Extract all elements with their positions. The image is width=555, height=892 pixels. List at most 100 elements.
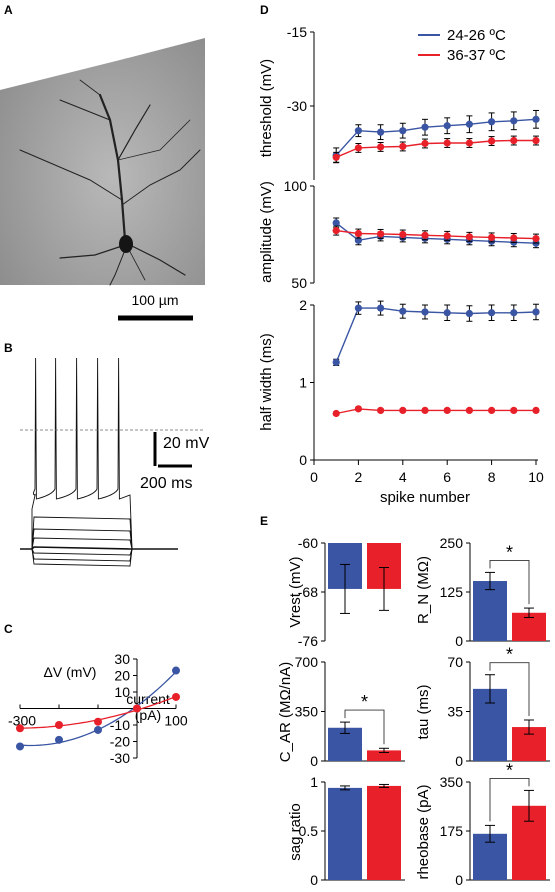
legend-label: 36-37 ºC	[447, 47, 506, 64]
data-point	[443, 406, 451, 414]
x-axis-label: spike number	[380, 489, 470, 506]
data-point	[510, 117, 518, 125]
y-tick-label: -60	[298, 535, 318, 551]
data-point	[510, 406, 518, 414]
legend-label: 24-26 ºC	[447, 27, 506, 44]
neuron-dendrites	[19, 79, 201, 286]
voltage-trace	[20, 548, 178, 567]
data-point	[465, 309, 473, 318]
neuron-micrograph: 100 µm	[0, 15, 205, 321]
data-point	[133, 704, 141, 713]
voltage-trace	[20, 357, 178, 550]
y-axis-label: R_N (MΩ)	[415, 556, 432, 624]
scale-voltage-label: 20 mV	[163, 435, 210, 452]
data-point	[421, 123, 429, 131]
data-point	[510, 309, 518, 317]
y-tick-label: -15	[287, 24, 307, 40]
y-tick-label: 0	[310, 753, 318, 769]
x-tick-label: 0	[310, 469, 318, 485]
data-point	[510, 136, 518, 145]
data-point	[532, 115, 540, 123]
y-tick-label: -30	[287, 98, 307, 114]
y-tick-label: 0	[455, 872, 463, 888]
data-point	[488, 233, 496, 242]
data-point	[465, 139, 473, 147]
y-axis-label: rheobase (pA)	[415, 784, 432, 879]
data-point	[172, 692, 180, 701]
data-point	[421, 231, 429, 239]
y-tick-label: 30	[114, 651, 130, 667]
y-axis-label: threshold (mV)	[258, 59, 275, 157]
data-point	[465, 406, 473, 414]
x-axis-label-unit: (pA)	[135, 707, 161, 723]
significance-bracket	[489, 559, 530, 605]
panel-label-c: C	[4, 622, 13, 636]
data-point	[354, 127, 362, 135]
x-axis-label: current	[126, 691, 170, 707]
x-tick-label: 4	[399, 469, 407, 485]
neuron-soma	[119, 235, 133, 253]
x-tick-label: 8	[488, 469, 496, 485]
y-axis-label: tau (ms)	[415, 684, 432, 739]
y-axis-label: half width (ms)	[258, 333, 275, 431]
y-tick-label: 50	[291, 275, 307, 291]
y-axis-label: ΔV (mV)	[44, 664, 97, 680]
bar	[367, 750, 401, 761]
data-point	[16, 724, 24, 733]
voltage-trace	[20, 548, 178, 562]
y-tick-label: 0	[455, 753, 463, 769]
series-line	[335, 139, 536, 158]
data-point	[465, 233, 473, 241]
panel-label-a: A	[4, 3, 13, 17]
panel-label-d: D	[260, 3, 269, 17]
y-tick-label: 1	[310, 774, 318, 790]
data-point	[332, 219, 340, 227]
y-tick-label: 70	[447, 654, 463, 670]
data-point	[488, 137, 496, 145]
data-point	[399, 406, 407, 414]
data-point	[354, 229, 362, 238]
data-point	[465, 120, 473, 128]
y-tick-label: 175	[440, 823, 464, 839]
significance-bracket	[344, 709, 385, 745]
y-tick-label: -20	[110, 734, 130, 750]
series-line	[335, 307, 537, 363]
y-tick-label: -76	[298, 633, 318, 649]
data-point	[377, 406, 385, 414]
x-tick-label: 100	[164, 713, 188, 729]
y-tick-label: 125	[440, 584, 464, 600]
data-point	[354, 144, 362, 152]
data-point	[421, 406, 429, 414]
significance-star: *	[506, 760, 513, 780]
significance-star: *	[506, 542, 513, 562]
significance-bracket	[489, 662, 530, 716]
data-point	[443, 139, 451, 147]
y-tick-label: -30	[110, 750, 130, 766]
y-axis-label: Vrest (mV)	[287, 556, 304, 627]
data-point	[354, 236, 362, 244]
data-point	[332, 153, 340, 161]
series-line	[336, 408, 536, 415]
y-tick-label: 2	[299, 297, 307, 313]
data-point	[399, 142, 407, 151]
y-tick-label: 0	[455, 633, 463, 649]
y-tick-label: 100	[284, 178, 308, 194]
data-point	[532, 136, 540, 145]
data-point	[532, 234, 540, 243]
data-point	[94, 717, 102, 726]
x-tick-label: 6	[443, 469, 451, 485]
y-tick-label: 10	[114, 684, 130, 700]
y-tick-label: 350	[440, 774, 464, 790]
data-point	[94, 725, 102, 734]
data-point	[510, 234, 518, 242]
y-tick-label: 1	[299, 375, 307, 391]
data-point	[332, 227, 340, 235]
y-tick-label: 0	[299, 452, 307, 468]
panel-label-b: B	[4, 341, 13, 355]
data-point	[332, 358, 340, 366]
data-point	[399, 127, 407, 135]
